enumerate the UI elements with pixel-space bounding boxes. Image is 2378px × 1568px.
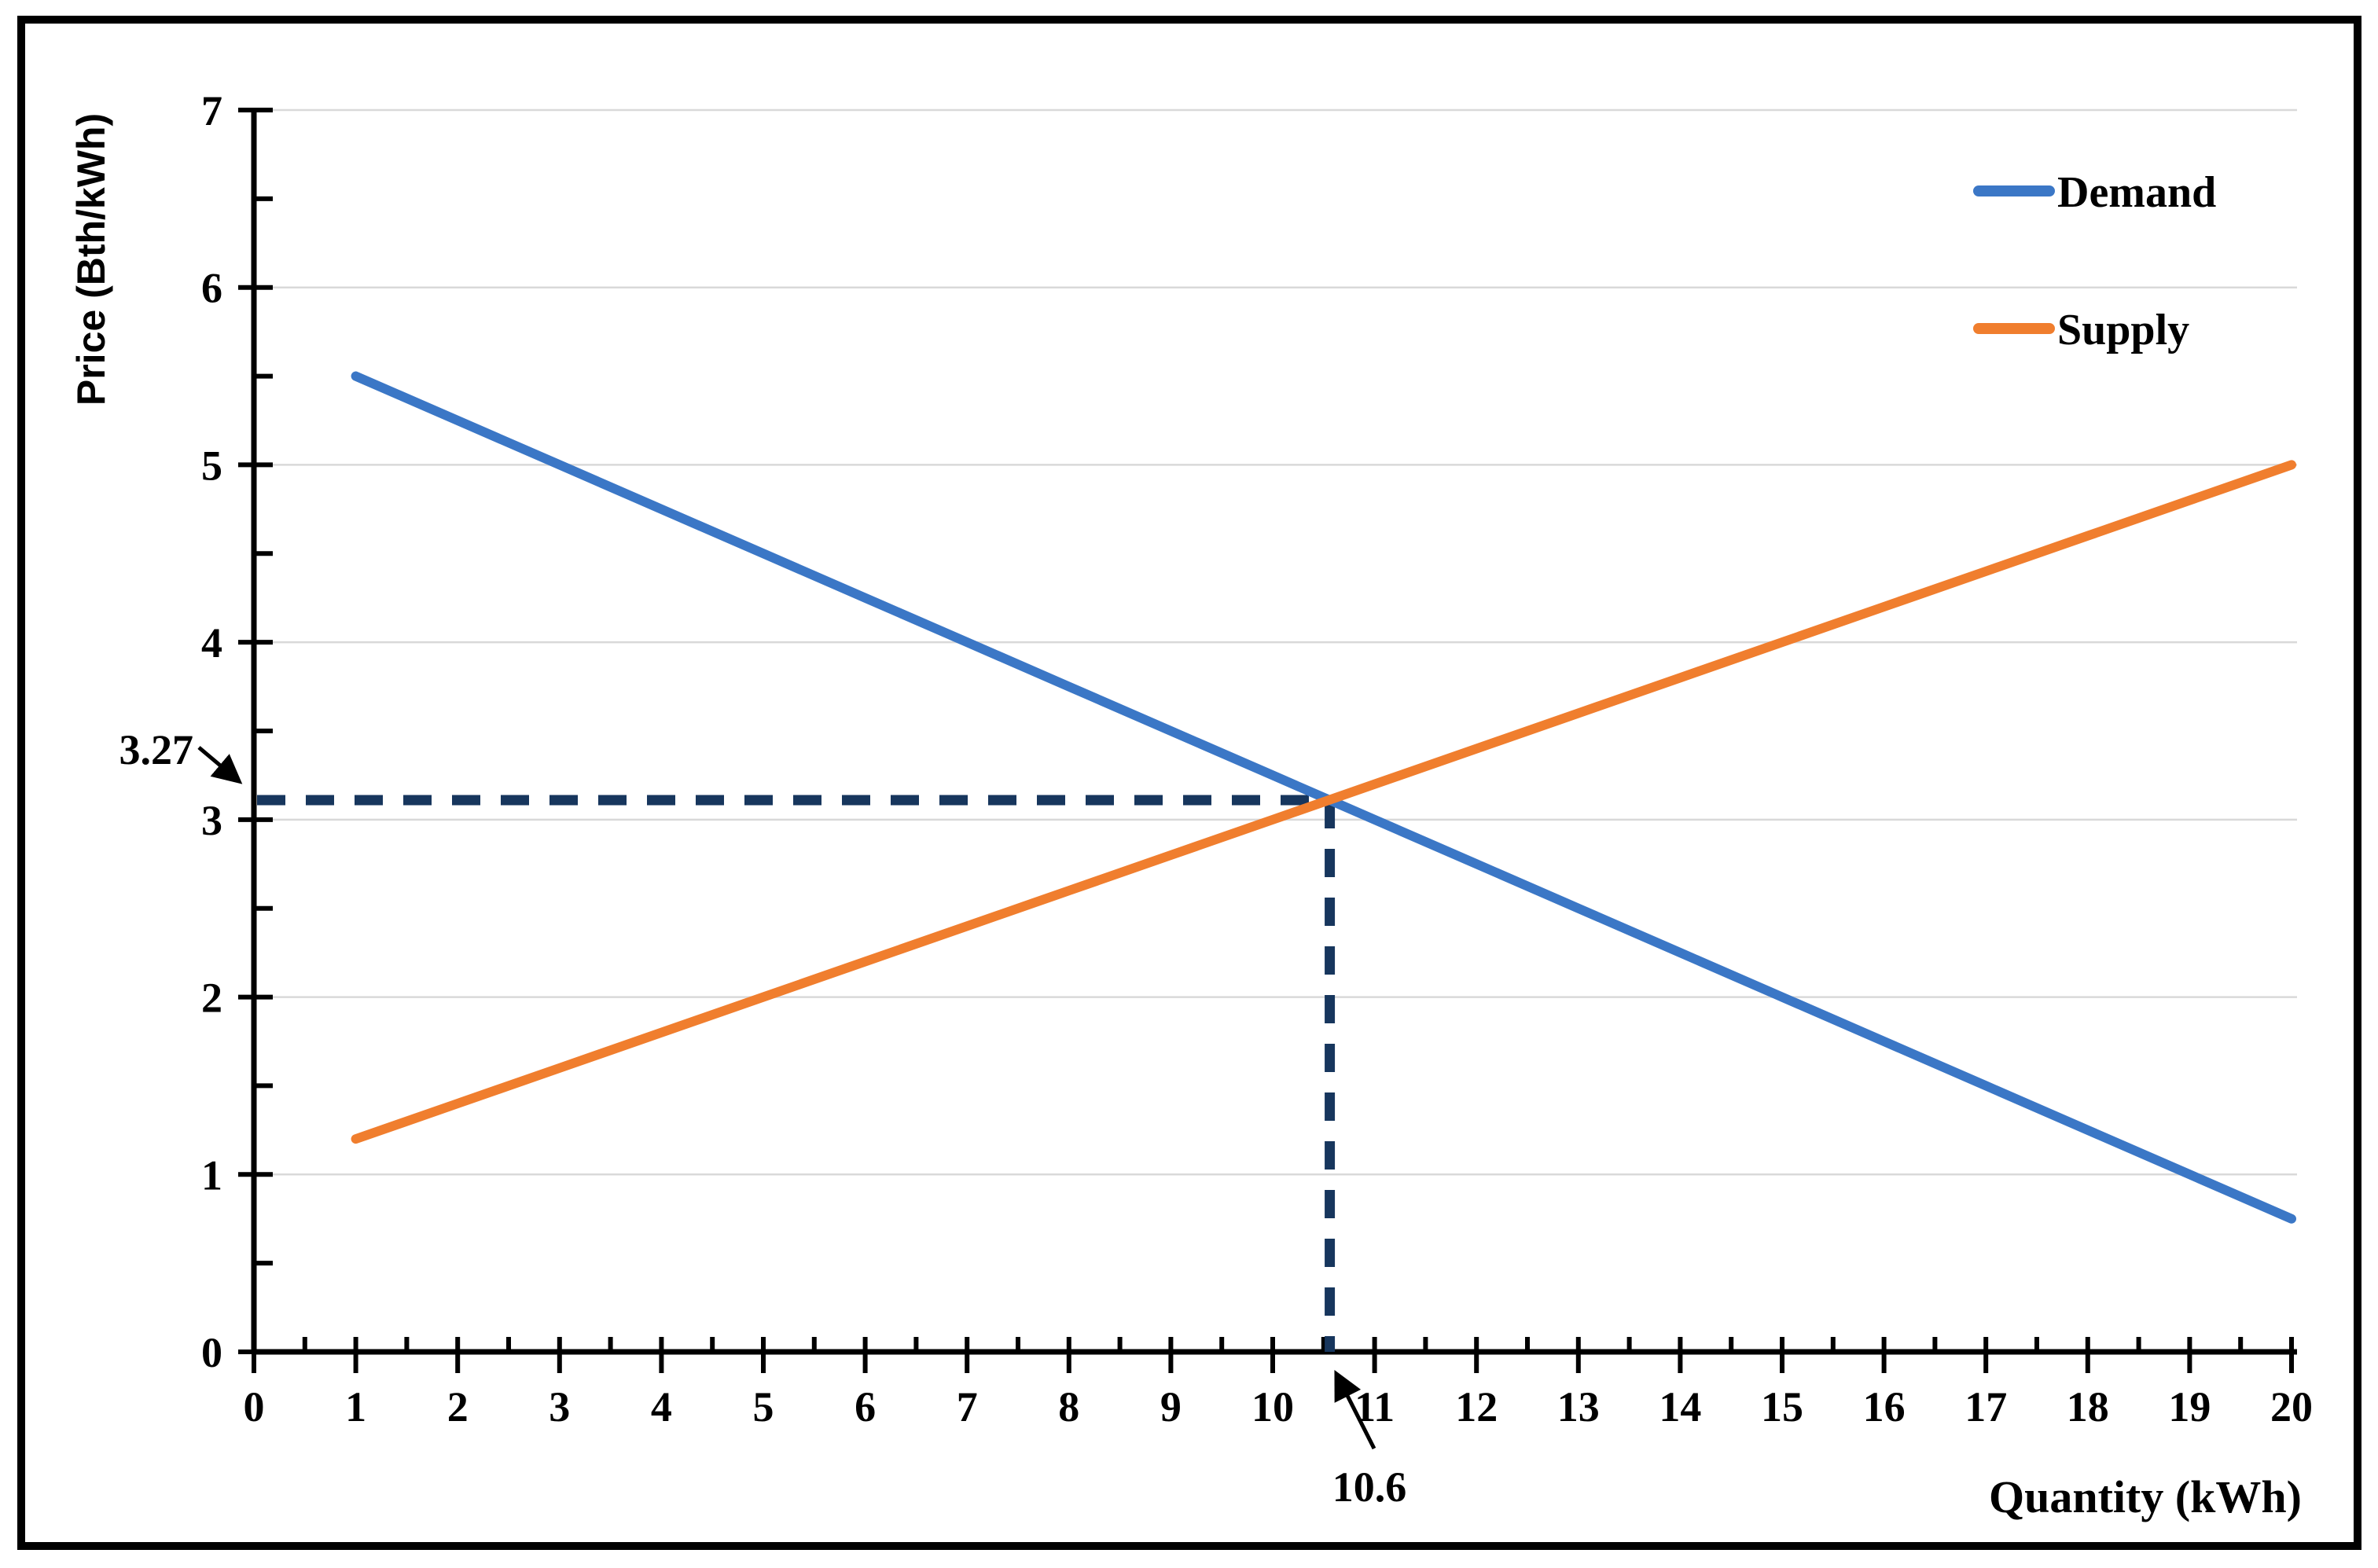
price-callout-label: 3.27 <box>119 726 194 773</box>
y-tick-label: 0 <box>201 1329 222 1376</box>
y-axis-title: Price (Bth/kWh) <box>69 113 113 406</box>
x-axis-title: Quantity (kWh) <box>1989 1471 2302 1522</box>
legend-demand-label: Demand <box>2057 168 2216 217</box>
supply-line <box>351 460 2296 1144</box>
y-tick-label: 6 <box>201 265 222 312</box>
x-tick-label: 15 <box>1761 1383 1803 1430</box>
x-tick-label: 3 <box>549 1383 570 1430</box>
y-tick-label: 1 <box>201 1151 222 1199</box>
price-callout-arrow <box>197 746 243 784</box>
x-tick-label: 13 <box>1557 1383 1600 1430</box>
x-tick-label: 20 <box>2270 1383 2313 1430</box>
quantity-callout-arrow <box>1334 1369 1376 1450</box>
x-tick-label: 2 <box>447 1383 469 1430</box>
x-tick-label: 9 <box>1160 1383 1182 1430</box>
figure-frame <box>17 16 2361 1550</box>
legend-supply-label: Supply <box>2057 306 2189 354</box>
x-tick-label: 12 <box>1455 1383 1498 1430</box>
x-tick-label: 7 <box>957 1383 978 1430</box>
x-tick-label: 19 <box>2168 1383 2211 1430</box>
x-tick-label: 17 <box>1965 1383 2007 1430</box>
x-tick-label: 18 <box>2067 1383 2109 1430</box>
x-tick-label: 0 <box>244 1383 265 1430</box>
y-tick-label: 4 <box>201 619 222 666</box>
x-tick-label: 10 <box>1251 1383 1294 1430</box>
x-tick-label: 8 <box>1058 1383 1079 1430</box>
x-tick-label: 1 <box>345 1383 366 1430</box>
y-tick-label: 7 <box>201 87 222 134</box>
y-tick-label: 5 <box>201 442 222 489</box>
x-tick-label: 16 <box>1863 1383 1906 1430</box>
quantity-callout-label: 10.6 <box>1332 1463 1407 1511</box>
x-tick-label: 14 <box>1659 1383 1701 1430</box>
x-tick-label: 6 <box>855 1383 876 1430</box>
x-tick-label: 5 <box>753 1383 774 1430</box>
x-tick-label: 4 <box>651 1383 672 1430</box>
y-tick-label: 2 <box>201 975 222 1022</box>
y-tick-label: 3 <box>201 797 222 844</box>
